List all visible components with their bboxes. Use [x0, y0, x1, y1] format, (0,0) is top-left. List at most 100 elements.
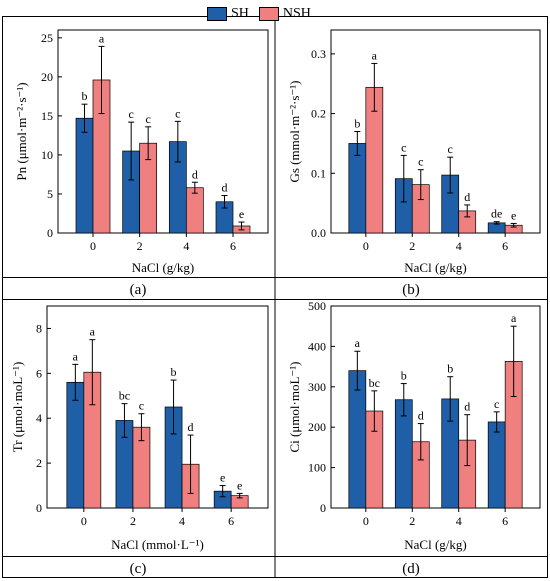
- significance-letter: a: [99, 31, 105, 45]
- x-axis-label: NaCl (g/kg): [404, 260, 466, 275]
- x-tick-label: 2: [409, 239, 415, 253]
- significance-letter: a: [90, 325, 96, 339]
- y-tick-label: 10: [41, 148, 53, 162]
- significance-letter: a: [73, 349, 79, 363]
- significance-letter: d: [222, 181, 228, 195]
- x-tick-label: 0: [363, 514, 369, 528]
- panel-caption: (c): [130, 561, 147, 577]
- y-tick-label: 400: [308, 339, 326, 353]
- significance-letter: d: [464, 190, 470, 204]
- legend-label-sh: SH: [231, 6, 249, 21]
- y-tick-label: 4: [36, 411, 42, 425]
- significance-letter: c: [448, 142, 453, 156]
- x-tick-label: 4: [183, 239, 189, 253]
- x-tick-label: 4: [456, 239, 462, 253]
- legend-item-nsh: NSH: [258, 6, 311, 22]
- significance-letter: b: [82, 89, 88, 103]
- y-tick-label: 0: [320, 501, 326, 515]
- significance-letter: b: [171, 365, 177, 379]
- legend: SH NSH: [207, 4, 321, 24]
- significance-letter: d: [464, 400, 470, 414]
- significance-letter: c: [418, 155, 423, 169]
- y-tick-label: 5: [47, 187, 53, 201]
- y-tick-label: 6: [36, 366, 42, 380]
- y-tick-label: 15: [41, 109, 53, 123]
- y-tick-label: 0: [47, 226, 53, 240]
- x-tick-label: 0: [363, 239, 369, 253]
- y-tick-label: 25: [41, 31, 53, 45]
- x-tick-label: 0: [90, 239, 96, 253]
- x-tick-label: 4: [179, 514, 185, 528]
- significance-letter: e: [511, 208, 516, 222]
- y-tick-label: 200: [308, 420, 326, 434]
- x-axis-label: NaCl (g/kg): [404, 537, 466, 552]
- y-tick-label: 8: [36, 321, 42, 335]
- significance-letter: e: [237, 478, 242, 492]
- y-tick-label: 0.2: [311, 107, 326, 121]
- x-axis-label: NaCl (g/kg): [132, 260, 194, 275]
- significance-letter: b: [354, 117, 360, 131]
- plot-area-d: [330, 305, 541, 509]
- significance-letter: c: [494, 397, 499, 411]
- legend-label-nsh: NSH: [282, 6, 311, 21]
- panel-caption: (d): [402, 561, 420, 577]
- x-tick-label: 0: [81, 514, 87, 528]
- y-tick-label: 0.0: [311, 226, 326, 240]
- panel-caption: (a): [130, 282, 147, 298]
- x-axis-label: NaCl (mmol·L⁻¹): [111, 537, 204, 552]
- y-axis-label: Pn (μmol·m⁻²·s⁻¹): [14, 82, 29, 180]
- y-axis-label: Ci (μmol·moL⁻¹): [287, 361, 302, 452]
- significance-letter: de: [491, 207, 502, 221]
- bar-sh: [66, 381, 85, 509]
- y-tick-label: 0.1: [311, 166, 326, 180]
- x-tick-label: 6: [502, 239, 508, 253]
- y-tick-label: 0.3: [311, 47, 326, 61]
- significance-letter: bc: [369, 376, 380, 390]
- significance-letter: c: [139, 399, 144, 413]
- y-tick-label: 100: [308, 461, 326, 475]
- y-tick-label: 300: [308, 380, 326, 394]
- x-tick-label: 2: [130, 514, 136, 528]
- significance-letter: c: [175, 106, 180, 120]
- significance-letter: c: [401, 140, 406, 154]
- bar-sh: [348, 143, 367, 234]
- significance-letter: b: [401, 369, 407, 383]
- significance-letter: a: [355, 336, 361, 350]
- x-tick-label: 2: [137, 239, 143, 253]
- significance-letter: c: [146, 112, 151, 126]
- chart-panel-c: 0 2 4 6 8 0 aa 2 bcc 4 b d 6 ee NaCl (mmol·L⁻¹) Tr (μmo…: [10, 305, 269, 577]
- significance-letter: a: [511, 311, 517, 325]
- y-axis-label: Tr (μmol·moL⁻¹): [10, 362, 25, 453]
- significance-letter: bc: [119, 389, 130, 403]
- legend-item-sh: SH: [207, 6, 249, 22]
- significance-letter: d: [192, 167, 198, 181]
- bar-sh: [348, 370, 367, 509]
- significance-letter: e: [239, 207, 244, 221]
- legend-swatch-sh: [207, 7, 227, 21]
- significance-letter: a: [372, 48, 378, 62]
- bar-nsh: [185, 187, 204, 234]
- y-tick-label: 2: [36, 456, 42, 470]
- significance-letter: d: [188, 420, 194, 434]
- y-tick-label: 0: [36, 501, 42, 515]
- significance-letter: e: [220, 471, 225, 485]
- y-axis-label: Gs (mmol·m⁻²·s⁻¹): [287, 80, 302, 182]
- significance-letter: b: [447, 362, 453, 376]
- chart-panel-d: 0 100 200 300 400 500 0 a bc 2 b d 4 b d 6 c a NaCl (g/kg)…: [287, 299, 541, 577]
- x-tick-label: 6: [228, 514, 234, 528]
- bar-sh: [75, 117, 94, 234]
- x-tick-label: 4: [456, 514, 462, 528]
- plot-area-a: [57, 29, 269, 234]
- y-tick-label: 20: [41, 70, 53, 84]
- x-tick-label: 6: [502, 514, 508, 528]
- bar-sh: [487, 421, 506, 509]
- legend-swatch-nsh: [258, 7, 279, 21]
- significance-letter: d: [418, 409, 424, 423]
- x-tick-label: 6: [230, 239, 236, 253]
- y-tick-label: 500: [308, 299, 326, 313]
- plot-area-b: [330, 29, 541, 234]
